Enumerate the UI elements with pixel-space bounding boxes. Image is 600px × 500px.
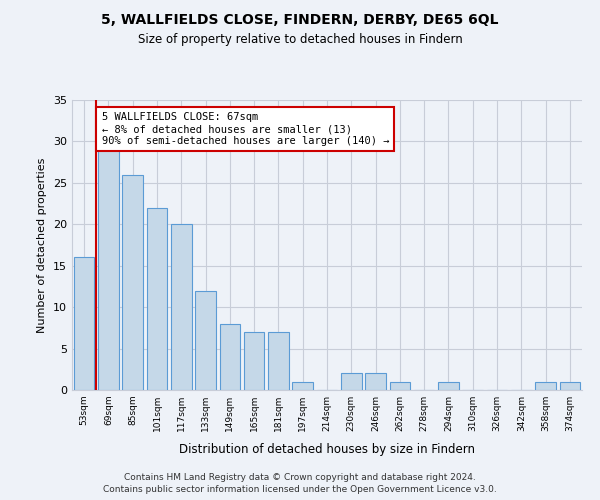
Bar [220, 324, 240, 390]
Bar [535, 382, 556, 390]
Bar [98, 150, 119, 390]
Bar [74, 258, 94, 390]
Bar [365, 374, 386, 390]
Text: 5, WALLFIELDS CLOSE, FINDERN, DERBY, DE65 6QL: 5, WALLFIELDS CLOSE, FINDERN, DERBY, DE6… [101, 12, 499, 26]
Bar [268, 332, 289, 390]
Bar [122, 174, 143, 390]
Bar [171, 224, 191, 390]
Text: 5 WALLFIELDS CLOSE: 67sqm
← 8% of detached houses are smaller (13)
90% of semi-d: 5 WALLFIELDS CLOSE: 67sqm ← 8% of detach… [101, 112, 389, 146]
Text: Distribution of detached houses by size in Findern: Distribution of detached houses by size … [179, 442, 475, 456]
Bar [292, 382, 313, 390]
Bar [341, 374, 362, 390]
Bar [560, 382, 580, 390]
Text: Contains public sector information licensed under the Open Government Licence v3: Contains public sector information licen… [103, 485, 497, 494]
Bar [146, 208, 167, 390]
Bar [438, 382, 459, 390]
Bar [244, 332, 265, 390]
Text: Contains HM Land Registry data © Crown copyright and database right 2024.: Contains HM Land Registry data © Crown c… [124, 472, 476, 482]
Y-axis label: Number of detached properties: Number of detached properties [37, 158, 47, 332]
Text: Size of property relative to detached houses in Findern: Size of property relative to detached ho… [137, 32, 463, 46]
Bar [389, 382, 410, 390]
Bar [195, 290, 216, 390]
